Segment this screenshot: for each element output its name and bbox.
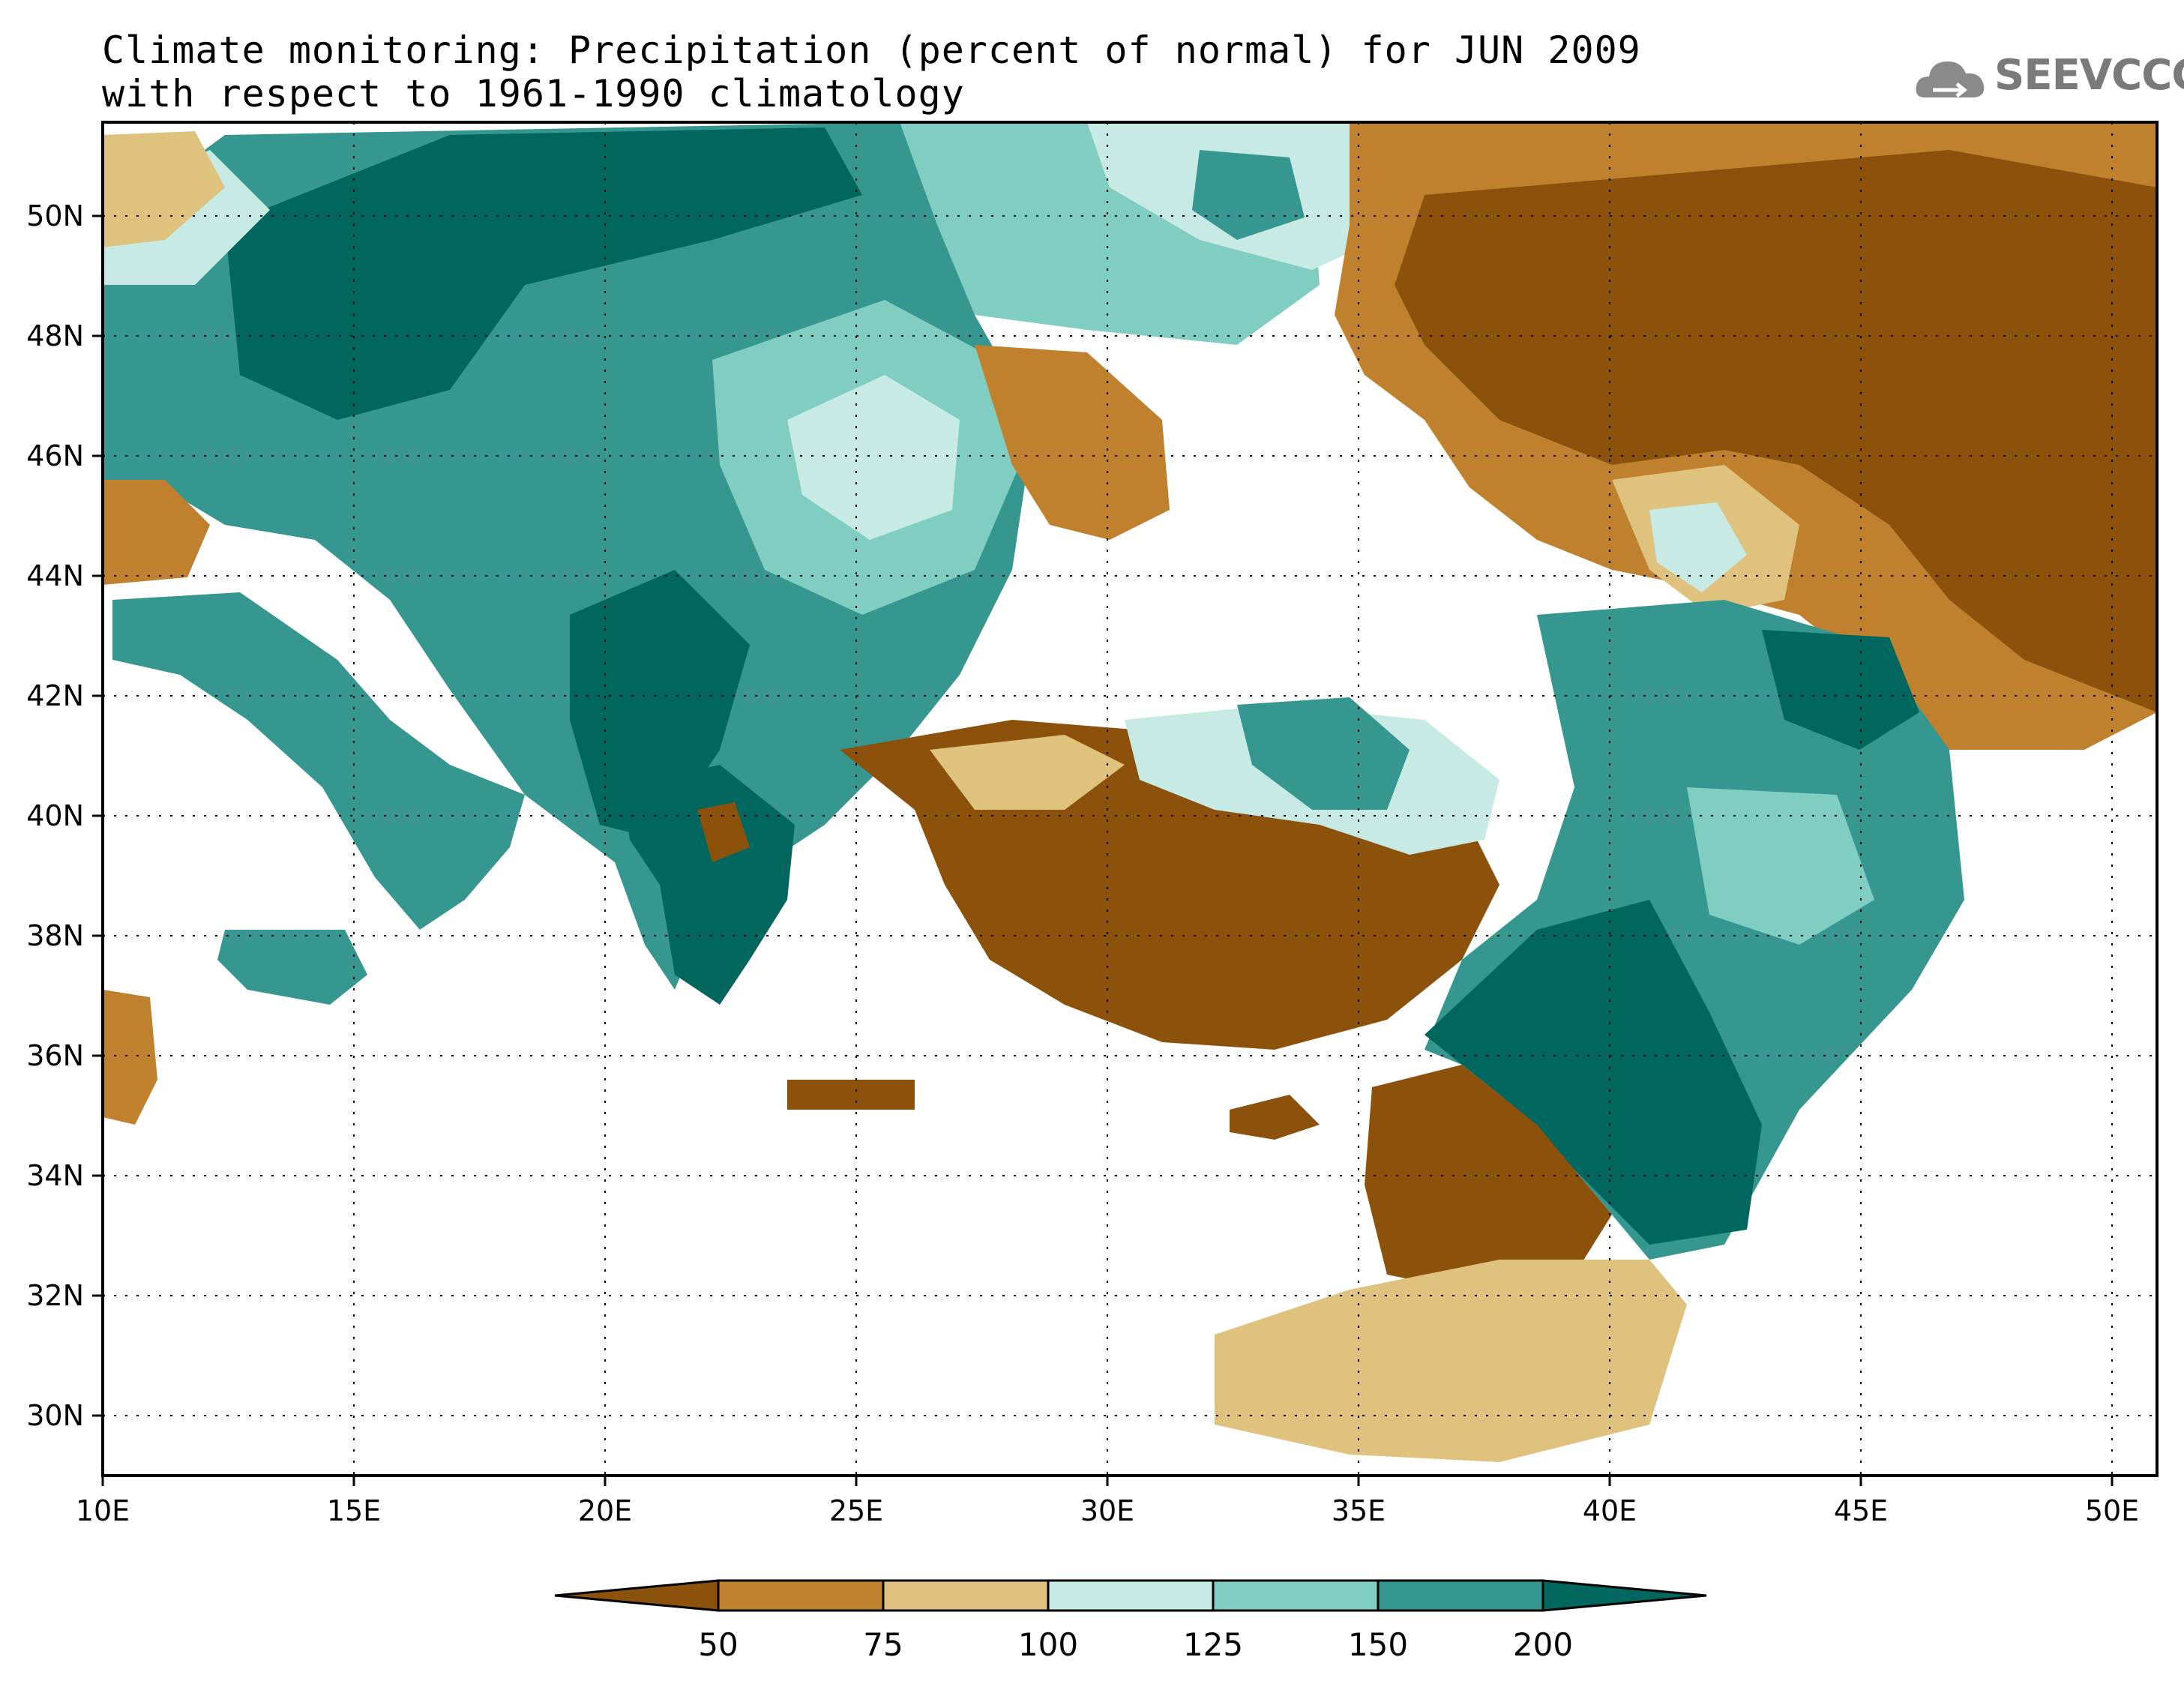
cloud-icon bbox=[1916, 61, 1985, 97]
map-frame bbox=[101, 121, 2159, 1477]
region-ukraine-dark-spot bbox=[1192, 150, 1305, 240]
lat-tick-label: 40N bbox=[26, 799, 84, 832]
lon-tick-label: 15E bbox=[327, 1494, 381, 1527]
region-northitaly-tan bbox=[103, 480, 210, 585]
map-field bbox=[103, 122, 2157, 1476]
lat-tick-label: 30N bbox=[26, 1399, 84, 1432]
map-title-line1: Climate monitoring: Precipitation (perce… bbox=[102, 28, 1641, 72]
lon-tick-label: 35E bbox=[1332, 1494, 1386, 1527]
colorbar-segment bbox=[1377, 1579, 1544, 1612]
colorbar-segment bbox=[1047, 1579, 1215, 1612]
region-greece-spot bbox=[697, 802, 750, 862]
lon-tick-label: 30E bbox=[1080, 1494, 1134, 1527]
lat-tick-label: 32N bbox=[26, 1279, 84, 1312]
region-east-dark bbox=[1762, 630, 1919, 750]
region-turkey-tan bbox=[930, 735, 1125, 810]
lat-tick-label: 44N bbox=[26, 559, 84, 592]
colorbar bbox=[554, 1579, 1707, 1612]
lat-tick-label: 42N bbox=[26, 679, 84, 712]
lat-tick-label: 50N bbox=[26, 199, 84, 232]
lon-tick-label: 45E bbox=[1834, 1494, 1888, 1527]
lat-tick-label: 36N bbox=[26, 1039, 84, 1072]
region-russia-core bbox=[1395, 150, 2157, 712]
colorbar-label: 150 bbox=[1348, 1626, 1408, 1663]
region-moldova-dry bbox=[975, 345, 1170, 540]
region-northwest-tan bbox=[103, 131, 225, 247]
region-jordan-tan bbox=[1215, 1260, 1687, 1462]
colorbar-high-arrow bbox=[1541, 1579, 1707, 1612]
colorbar-label: 75 bbox=[863, 1626, 903, 1663]
region-sardinia-tan bbox=[103, 990, 157, 1125]
grid-lines bbox=[103, 122, 2157, 1476]
lat-tick-label: 48N bbox=[26, 319, 84, 352]
region-east-mid bbox=[1687, 787, 1874, 945]
lat-tick-label: 34N bbox=[26, 1159, 84, 1192]
region-cyprus bbox=[1230, 1095, 1320, 1140]
map-title-line2: with respect to 1961-1990 climatology bbox=[102, 72, 965, 115]
region-romania-light bbox=[787, 375, 960, 540]
region-sicily bbox=[217, 930, 367, 1005]
region-iraq-dark bbox=[1425, 900, 1762, 1245]
region-crete bbox=[787, 1080, 915, 1110]
colorbar-labels: 50 75 100 125 150 200 bbox=[698, 1626, 1573, 1663]
lon-tick-label: 25E bbox=[829, 1494, 883, 1527]
region-turkey-green bbox=[1237, 697, 1410, 810]
region-caucasus-lighter bbox=[1649, 502, 1747, 592]
colorbar-label: 100 bbox=[1018, 1626, 1078, 1663]
colorbar-segment bbox=[1212, 1579, 1380, 1612]
lat-tick-label: 38N bbox=[26, 919, 84, 952]
lon-tick-label: 10E bbox=[76, 1494, 130, 1527]
region-italy bbox=[112, 592, 525, 930]
region-levant-dry bbox=[1365, 1065, 1612, 1290]
colorbar-segment bbox=[882, 1579, 1050, 1612]
lon-tick-label: 20E bbox=[578, 1494, 632, 1527]
colorbar-label: 200 bbox=[1513, 1626, 1573, 1663]
colorbar-label: 50 bbox=[698, 1626, 738, 1663]
lon-tick-label: 50E bbox=[2085, 1494, 2139, 1527]
colorbar-low-arrow bbox=[554, 1579, 720, 1612]
region-core-wet bbox=[225, 127, 862, 420]
colorbar-label: 125 bbox=[1183, 1626, 1243, 1663]
region-greece bbox=[622, 765, 795, 1005]
lon-tick-label: 40E bbox=[1583, 1494, 1637, 1527]
lat-tick-label: 46N bbox=[26, 439, 84, 472]
lat-axis: 30N 32N 34N 36N 38N 40N 42N 44N 46N 48N … bbox=[26, 199, 103, 1432]
colorbar-segment bbox=[717, 1579, 885, 1612]
logo-text: SEEVCCC bbox=[1994, 51, 2184, 100]
lon-axis: 10E 15E 20E 25E 30E 35E 40E 45E 50E bbox=[76, 1476, 2139, 1527]
